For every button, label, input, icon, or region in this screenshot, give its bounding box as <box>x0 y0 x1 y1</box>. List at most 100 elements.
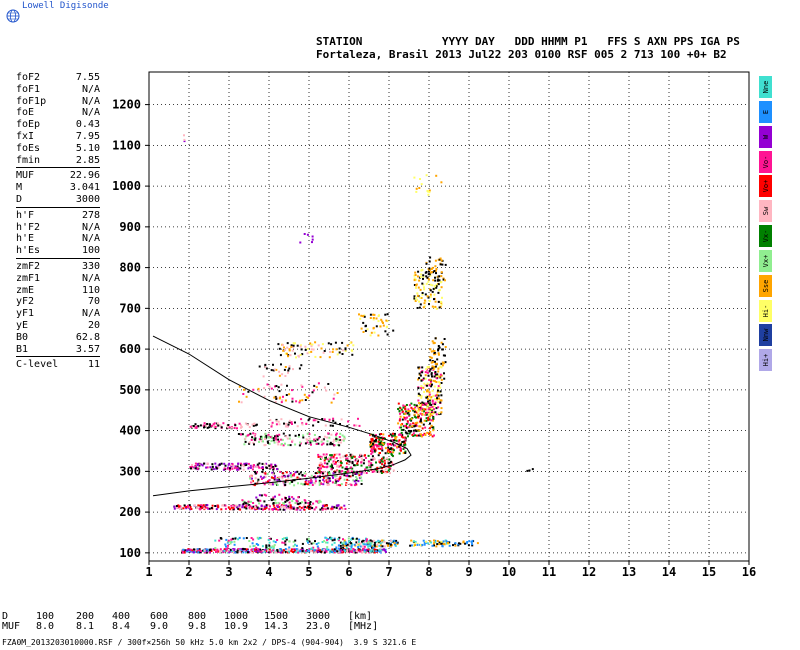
echo-point <box>421 292 424 294</box>
echo-point <box>332 472 335 475</box>
echo-point <box>439 365 442 368</box>
echo-point <box>321 508 324 511</box>
echo-point <box>291 500 294 503</box>
echo-point <box>272 496 275 499</box>
echo-point <box>299 502 302 505</box>
echo-point <box>197 425 200 428</box>
echo-point <box>471 539 474 542</box>
echo-point <box>254 470 256 473</box>
echo-point <box>431 544 434 547</box>
echo-point <box>321 474 324 477</box>
echo-point <box>377 540 380 543</box>
echo-point <box>254 472 257 475</box>
echo-point <box>342 543 345 546</box>
echo-point <box>313 438 316 441</box>
legend-item: Vo- <box>759 150 772 173</box>
echo-point <box>361 540 363 543</box>
echo-point <box>425 396 428 399</box>
echo-point <box>314 482 317 485</box>
echo-point <box>429 293 432 296</box>
echo-point <box>318 469 321 472</box>
echo-point <box>310 474 313 477</box>
echo-point <box>410 402 413 405</box>
echo-point <box>290 479 293 482</box>
param-name: foE <box>16 107 35 119</box>
echo-point <box>385 542 388 545</box>
echo-point <box>274 436 277 439</box>
echo-point <box>437 367 440 370</box>
echo-point <box>375 438 377 441</box>
echo-point <box>372 470 375 473</box>
echo-point <box>333 551 336 554</box>
echo-point <box>311 391 314 394</box>
echo-point <box>420 379 423 382</box>
echo-point <box>241 433 244 436</box>
echo-point <box>318 471 321 474</box>
echo-point <box>430 424 433 427</box>
echo-point <box>298 505 301 508</box>
echo-point <box>263 550 266 553</box>
echo-point <box>375 443 378 446</box>
echo-point <box>245 462 248 465</box>
echo-point <box>205 548 208 551</box>
echo-point <box>419 404 422 406</box>
echo-point <box>422 277 424 280</box>
echo-point <box>428 191 431 194</box>
echo-point <box>339 432 342 435</box>
echo-point <box>438 397 440 400</box>
echo-point <box>427 273 430 276</box>
echo-point <box>422 274 425 277</box>
echo-point <box>317 437 320 440</box>
echo-point <box>206 426 209 429</box>
echo-point <box>278 397 281 400</box>
echo-point <box>288 495 291 498</box>
echo-point <box>402 440 405 443</box>
echo-point <box>343 539 346 542</box>
echo-point <box>248 551 251 554</box>
echo-point <box>430 403 433 406</box>
echo-point <box>257 478 260 481</box>
echo-point <box>270 435 273 438</box>
echo-point <box>411 408 414 411</box>
echo-point <box>420 387 423 390</box>
echo-point <box>437 406 440 409</box>
echo-point <box>391 443 394 446</box>
echo-point <box>337 472 340 475</box>
y-tick-label: 900 <box>119 220 141 234</box>
echo-point <box>369 550 371 553</box>
echo-point <box>427 193 430 196</box>
echo-point <box>306 233 309 236</box>
echo-point <box>360 476 363 479</box>
distance-cell: [km] <box>348 611 373 622</box>
echo-point <box>367 551 370 554</box>
param-name: yF2 <box>16 296 35 308</box>
echo-point <box>295 548 298 551</box>
echo-point <box>435 272 437 275</box>
param-name: yF1 <box>16 308 35 320</box>
echo-point <box>377 454 380 457</box>
muf-cell: 9.0 <box>150 621 169 632</box>
param-value: 330 <box>81 260 100 272</box>
echo-point <box>381 438 384 441</box>
echo-point <box>266 440 269 443</box>
param-value: 5.10 <box>75 142 100 154</box>
echo-point <box>441 545 444 547</box>
echo-point <box>283 549 286 552</box>
echo-point <box>468 540 471 543</box>
echo-point <box>393 542 396 545</box>
echo-point <box>339 544 342 547</box>
echo-point <box>324 508 327 511</box>
echo-point <box>278 423 281 426</box>
echo-point <box>380 472 383 474</box>
echo-point <box>303 475 306 477</box>
echo-point <box>183 551 186 554</box>
echo-point <box>323 505 326 507</box>
echo-point <box>285 536 288 539</box>
echo-point <box>399 433 402 436</box>
echo-point <box>271 483 274 486</box>
echo-point <box>346 468 349 471</box>
echo-point <box>325 466 328 469</box>
echo-point <box>268 551 271 554</box>
echo-point <box>400 435 403 438</box>
